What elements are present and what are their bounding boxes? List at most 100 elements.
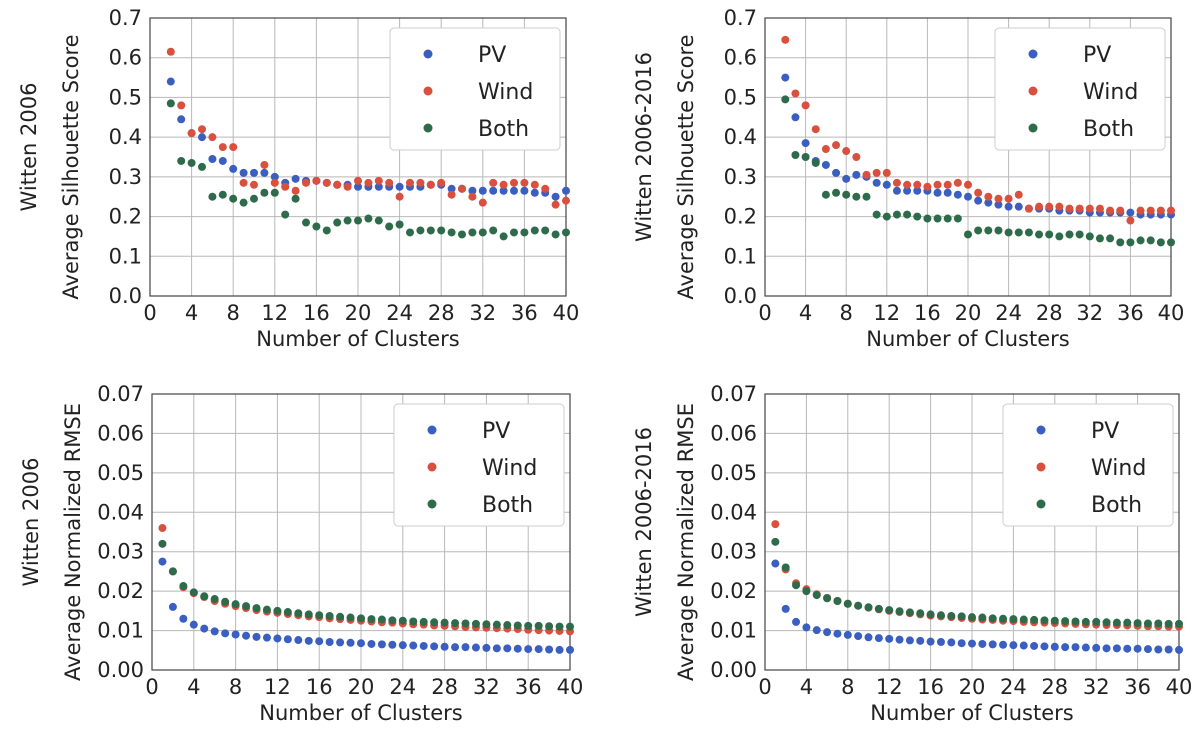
data-point-wind xyxy=(1065,204,1074,213)
data-point-pv xyxy=(325,638,334,647)
data-point-pv xyxy=(964,192,972,201)
legend-label: PV xyxy=(1083,43,1111,68)
data-point-both xyxy=(994,226,1003,235)
data-point-wind xyxy=(270,178,279,187)
data-point-both xyxy=(895,607,904,616)
data-point-both xyxy=(503,621,512,630)
data-point-both xyxy=(1085,232,1094,241)
data-point-pv xyxy=(250,168,258,177)
data-point-pv xyxy=(885,634,894,643)
legend-marker-pv xyxy=(1036,425,1046,435)
data-point-both xyxy=(555,622,564,631)
data-point-wind xyxy=(468,192,477,201)
x-tick-label: 36 xyxy=(1124,675,1151,699)
data-point-both xyxy=(882,212,891,221)
chart-svg: 0 4 8 12 16 20 24 28 32 36 40 0.00 0.01 0.02 0.03 0.04 0… xyxy=(19,382,583,725)
x-tick-label: 8 xyxy=(227,301,240,325)
data-point-both xyxy=(281,210,290,219)
y-tick-label: 0.6 xyxy=(724,46,757,70)
x-tick-label: 0 xyxy=(758,675,771,699)
data-point-both xyxy=(811,158,820,167)
data-point-both xyxy=(416,226,425,235)
data-point-pv xyxy=(988,640,997,649)
data-point-wind xyxy=(447,190,456,199)
data-point-pv xyxy=(1143,645,1152,654)
y-tick-label: 0.05 xyxy=(710,461,757,485)
plot-frame xyxy=(151,393,571,671)
data-point-pv xyxy=(872,178,881,187)
data-point-pv xyxy=(895,635,904,644)
data-point-both xyxy=(1133,619,1142,628)
data-point-wind xyxy=(852,153,861,161)
data-point-wind xyxy=(811,125,820,134)
data-point-both xyxy=(343,216,352,225)
data-point-both xyxy=(283,608,292,617)
data-point-both xyxy=(864,603,873,612)
data-point-pv xyxy=(882,180,891,189)
chart-panel-bottom-left: 0 4 8 12 16 20 24 28 32 36 40 0.00 0.01 0.02 0.03 0.04 0… xyxy=(0,372,590,736)
data-point-both xyxy=(252,604,261,613)
data-point-wind xyxy=(1024,204,1033,213)
legend-label: Wind xyxy=(478,80,533,105)
data-point-pv xyxy=(283,635,292,644)
data-point-wind xyxy=(208,133,217,142)
data-point-both xyxy=(430,618,439,627)
x-axis-label: Number of Clusters xyxy=(259,701,462,725)
data-point-both xyxy=(312,222,321,231)
data-point-both xyxy=(562,228,570,237)
data-point-pv xyxy=(1175,645,1183,654)
data-point-pv xyxy=(926,637,935,646)
data-point-pv xyxy=(864,633,873,642)
y-tick-label: 0.02 xyxy=(97,579,144,603)
data-point-both xyxy=(426,226,435,235)
data-point-both xyxy=(168,567,177,576)
data-point-wind xyxy=(791,89,800,98)
y-tick-label: 0.01 xyxy=(710,619,757,643)
data-point-both xyxy=(262,605,271,614)
data-point-wind xyxy=(801,101,810,110)
legend xyxy=(393,403,565,527)
data-point-pv xyxy=(242,631,251,640)
data-point-both xyxy=(302,218,310,227)
data-point-both xyxy=(239,198,248,207)
data-point-pv xyxy=(1050,642,1059,651)
y-axis-label: Average Normalized RMSE xyxy=(674,403,698,681)
data-point-pv xyxy=(471,643,480,652)
data-point-both xyxy=(926,610,935,619)
data-point-both xyxy=(802,587,811,596)
data-point-both xyxy=(489,226,498,235)
data-point-pv xyxy=(913,186,922,195)
x-tick-label: 24 xyxy=(389,675,416,699)
legend xyxy=(994,27,1166,151)
data-point-wind xyxy=(478,198,487,207)
data-point-pv xyxy=(953,190,962,199)
data-point-pv xyxy=(781,73,790,82)
data-point-both xyxy=(189,588,198,597)
data-point-pv xyxy=(294,636,303,645)
data-point-both xyxy=(336,612,345,621)
y-tick-label: 0.07 xyxy=(710,382,757,406)
x-tick-label: 16 xyxy=(303,301,330,325)
data-point-both xyxy=(388,616,397,625)
data-point-pv xyxy=(430,642,439,651)
data-point-pv xyxy=(1030,641,1039,650)
x-tick-label: 32 xyxy=(473,675,500,699)
data-point-both xyxy=(458,230,466,239)
y-axis-dataset-label: Witten 2006 xyxy=(17,83,41,212)
data-point-wind xyxy=(458,184,466,193)
data-point-pv xyxy=(395,182,404,191)
data-point-both xyxy=(534,621,543,630)
data-point-both xyxy=(984,226,993,235)
data-point-wind xyxy=(322,178,331,187)
data-point-wind xyxy=(1004,194,1013,203)
data-point-both xyxy=(999,614,1008,623)
data-point-pv xyxy=(551,192,560,201)
data-point-pv xyxy=(510,186,518,195)
data-point-pv xyxy=(823,628,832,637)
data-point-both xyxy=(885,606,894,615)
legend-label: Wind xyxy=(482,456,537,481)
data-point-wind xyxy=(281,182,290,191)
legend-label: PV xyxy=(478,43,506,68)
data-point-both xyxy=(1156,238,1165,247)
data-point-both xyxy=(854,601,863,610)
